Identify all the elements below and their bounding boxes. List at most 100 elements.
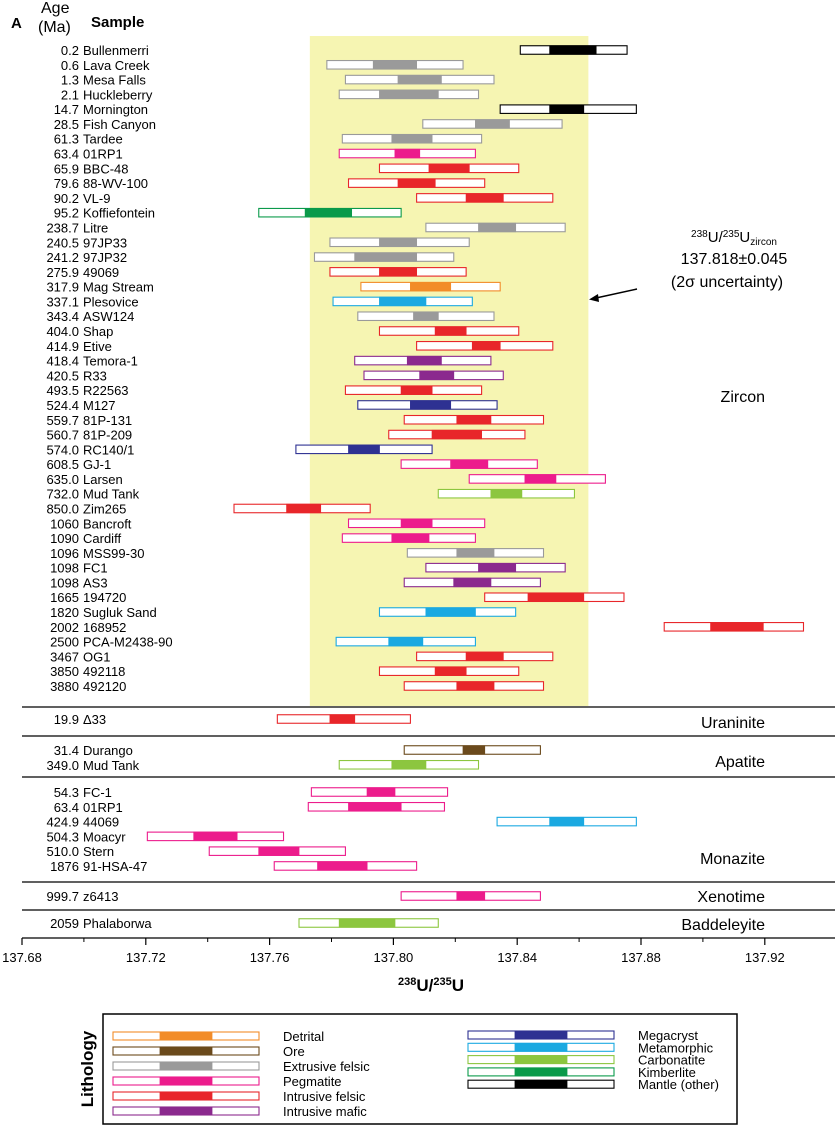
age-label: 3467 [50,649,79,664]
age-label: 349.0 [46,758,79,773]
data-point [397,74,442,85]
age-label: 1060 [50,516,79,531]
legend-label: Pegmatite [283,1074,342,1089]
age-label: 337.1 [46,294,79,309]
age-label: 635.0 [46,472,79,487]
age-label: 79.6 [54,176,79,191]
legend-label: Carbonatite [638,1053,705,1068]
sample-label: Koffiefontein [83,206,155,221]
age-label: 63.4 [54,147,79,162]
age-label: 0.6 [61,58,79,73]
data-point [431,429,483,440]
data-point [456,681,495,691]
reference-value: 137.818±0.045 [681,251,788,268]
data-point [372,60,418,70]
legend-label: Metamorphic [638,1040,714,1055]
data-point [348,802,402,812]
legend-label: Mantle (other) [638,1077,719,1092]
age-label: 608.5 [46,457,79,472]
reference-uncertainty: (2σ uncertainty) [671,274,783,291]
age-label: 1096 [50,546,79,561]
sample-label: 01RP1 [83,800,123,815]
sample-label: Lava Creek [83,58,150,73]
data-point [348,444,380,454]
sample-label: R22563 [83,383,129,398]
group-label: Uraninite [701,715,765,732]
age-label: 3850 [50,664,79,679]
sample-label: Sugluk Sand [83,605,157,620]
sample-label: z6413 [83,889,118,904]
age-unit-header: (Ma) [38,19,71,36]
arrow-head [589,294,599,302]
legend-swatch [159,1076,213,1086]
data-point [478,222,517,233]
age-label: 2002 [50,620,79,635]
group-label: Apatite [715,754,765,771]
age-label: 2059 [50,916,79,931]
data-point [379,296,427,307]
sample-label: 81P-209 [83,428,132,443]
legend-label: Ore [283,1044,305,1059]
data-point [478,563,517,573]
age-label: 559.7 [46,413,79,428]
sample-label: Cardiff [83,531,121,546]
age-label: 510.0 [46,844,79,859]
age-label: 65.9 [54,161,79,176]
sample-label: Mesa Falls [83,73,146,88]
sample-label: M127 [83,398,116,413]
legend-swatch [514,1042,568,1052]
data-point [413,311,439,321]
sample-label: Mornington [83,102,148,117]
age-label: 1090 [50,531,79,546]
data-point [258,846,300,856]
age-label: 1876 [50,859,79,874]
x-tick-label: 137.72 [126,950,166,965]
sample-label: 01RP1 [83,147,123,162]
sample-label: 492118 [83,664,125,679]
age-label: 1665 [50,590,79,605]
group-label: Xenotime [697,889,765,906]
sample-label: Etive [83,339,112,354]
data-point [379,237,418,247]
sample-label: Bullenmerri [83,43,149,58]
sample-label: ASW124 [83,309,134,324]
sample-label: Temora-1 [83,354,138,369]
data-point [304,208,353,218]
sample-label: FC-1 [83,785,112,800]
legend-swatch [514,1079,568,1089]
sample-label: Mud Tank [83,758,140,773]
data-point [379,267,418,277]
data-point [286,503,322,514]
age-label: 343.4 [46,309,79,324]
age-label: 420.5 [46,368,79,383]
sample-label: Zim265 [83,501,126,516]
legend-swatch [159,1091,213,1101]
age-label: 1098 [50,575,79,590]
legend-swatch [514,1055,568,1064]
data-point [549,816,585,827]
age-label: 54.3 [54,785,79,800]
age-label: 63.4 [54,800,79,815]
sample-label: VL-9 [83,191,110,206]
age-label: 560.7 [46,428,79,443]
data-point [406,355,442,366]
data-point [549,104,585,114]
sample-label: R33 [83,368,107,383]
data-point [450,459,489,469]
age-header: Age [41,0,70,17]
sample-label: MSS99-30 [83,546,144,561]
legend-swatch [514,1030,568,1040]
sample-label: 44069 [83,815,119,830]
data-point [366,787,396,797]
sample-label: 91-HSA-47 [83,859,147,874]
sample-label: 81P-131 [83,413,132,428]
age-label: 1098 [50,561,79,576]
age-label: 275.9 [46,265,79,280]
age-label: 61.3 [54,132,79,147]
sample-label: Huckleberry [83,87,153,102]
age-label: 317.9 [46,280,79,295]
legend-label: Intrusive felsic [283,1089,366,1104]
x-tick-label: 137.80 [374,950,414,965]
data-point [379,89,439,100]
